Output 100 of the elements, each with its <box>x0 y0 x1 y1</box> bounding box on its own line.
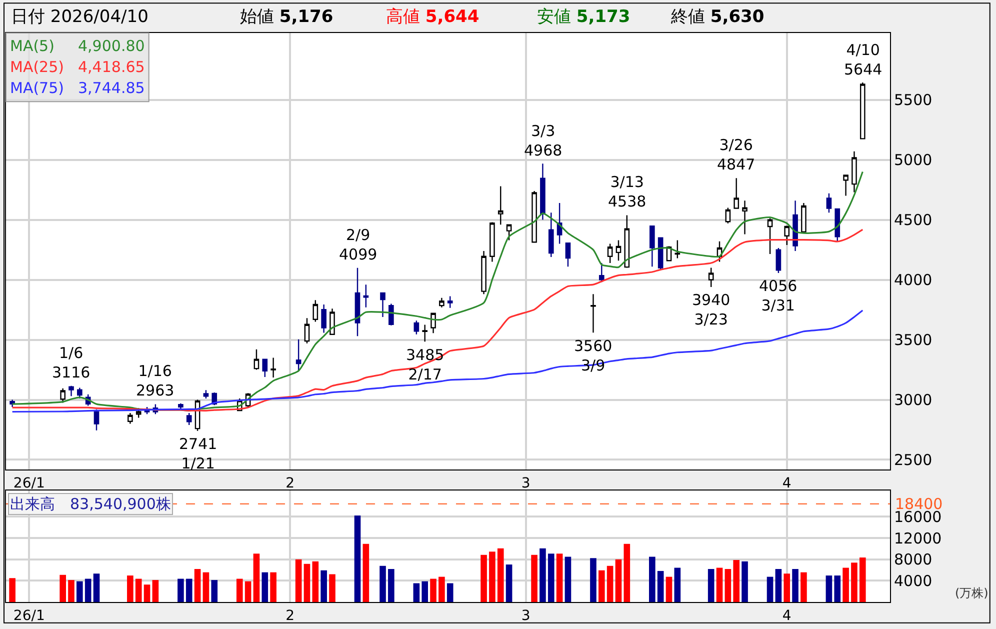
bar <box>84 578 92 602</box>
annotation: 4/10 5644 <box>844 41 882 78</box>
x-tick-label: 4 <box>782 608 792 624</box>
x-tick-label: 3 <box>521 608 530 624</box>
candlestick <box>708 267 714 288</box>
candlestick <box>178 402 184 412</box>
candlestick <box>506 224 512 241</box>
bar <box>388 569 394 602</box>
candlestick <box>186 412 192 426</box>
candlestick <box>203 390 209 400</box>
bar <box>178 578 184 602</box>
bar <box>194 569 201 602</box>
bar <box>531 554 538 602</box>
y-tick-label: 3500 <box>894 331 932 350</box>
bar <box>489 552 496 602</box>
x-tick-label: 3 <box>521 476 530 492</box>
y-tick-label: 4000 <box>894 271 932 290</box>
candlestick <box>60 388 66 404</box>
bar <box>362 544 370 602</box>
candlestick <box>590 294 596 334</box>
candlestick <box>607 243 613 264</box>
bar <box>304 564 310 602</box>
candlestick <box>430 312 436 334</box>
bar <box>792 569 798 602</box>
y-tick-label: 5000 <box>894 151 932 170</box>
candlestick <box>556 202 562 244</box>
text: 高値 5,644 <box>386 7 480 27</box>
bar <box>564 556 572 602</box>
bar <box>422 581 428 602</box>
candlestick <box>776 247 782 274</box>
bar <box>606 566 614 602</box>
bar <box>506 564 512 602</box>
candlestick <box>860 82 866 140</box>
candlestick <box>304 318 310 344</box>
bar <box>127 576 134 602</box>
y-tick-label: 5500 <box>894 91 932 110</box>
bar <box>708 569 714 602</box>
candlestick <box>674 240 680 259</box>
bar <box>624 544 630 602</box>
bar <box>68 580 74 602</box>
annotation: 3/3 4968 <box>524 122 562 160</box>
bar <box>438 576 445 602</box>
candlestick <box>725 207 731 224</box>
y-tick-label: 4500 <box>894 211 932 230</box>
candlestick <box>254 348 260 370</box>
annotation: 4056 3/31 <box>759 277 798 314</box>
bar <box>834 576 841 602</box>
text: MA(5) 4,900.80 <box>10 37 145 55</box>
bar <box>320 570 327 602</box>
bar <box>295 559 302 602</box>
bar <box>446 583 454 602</box>
bar <box>766 576 774 602</box>
bar <box>615 559 622 602</box>
bar <box>144 584 150 602</box>
x-tick-label: 4 <box>782 476 792 492</box>
candlestick <box>742 200 748 235</box>
x-tick-label: 2 <box>286 608 295 624</box>
bar <box>742 561 748 602</box>
candlestick <box>532 190 537 244</box>
bar <box>60 574 66 602</box>
annotation: 3940 3/23 <box>692 291 730 328</box>
y-tick-label: 4000 <box>894 572 932 590</box>
bar <box>9 578 16 602</box>
bar <box>497 548 504 602</box>
bar <box>262 572 268 602</box>
candlestick <box>128 412 133 424</box>
annotation: 3/26 4847 <box>717 136 756 174</box>
y-tick-label: 2500 <box>894 450 932 469</box>
bar <box>540 548 546 602</box>
bar <box>186 578 192 602</box>
bar <box>480 554 487 602</box>
annotation: 2741 1/21 <box>179 435 218 472</box>
bar <box>800 572 807 602</box>
candlestick <box>447 296 453 308</box>
candlestick <box>321 304 326 334</box>
candlestick <box>792 200 798 252</box>
bar <box>590 558 596 602</box>
candlestick <box>262 358 268 378</box>
chart-title: 出来高 83,540,900株 <box>10 495 171 513</box>
text: 始値 5,176 <box>240 7 334 27</box>
candlestick <box>422 324 428 342</box>
bar <box>598 570 605 602</box>
bar <box>733 560 740 602</box>
candlestick <box>354 267 360 337</box>
bar <box>312 561 319 602</box>
candlestick <box>548 212 554 258</box>
bar <box>152 580 159 602</box>
annotation: 1/6 3116 <box>52 344 90 382</box>
chart-title: 日付 2026/04/10 <box>11 7 148 27</box>
line-series <box>12 228 864 412</box>
candlestick <box>843 174 848 196</box>
candlestick <box>312 300 318 322</box>
bar <box>826 576 832 602</box>
text: MA(25) 4,418.65 <box>10 58 145 76</box>
candlestick <box>481 250 486 295</box>
candlestick <box>616 240 622 262</box>
bar <box>724 569 732 602</box>
bar <box>244 581 252 602</box>
candlestick <box>363 284 369 308</box>
text: MA(75) 3,744.85 <box>10 79 145 97</box>
